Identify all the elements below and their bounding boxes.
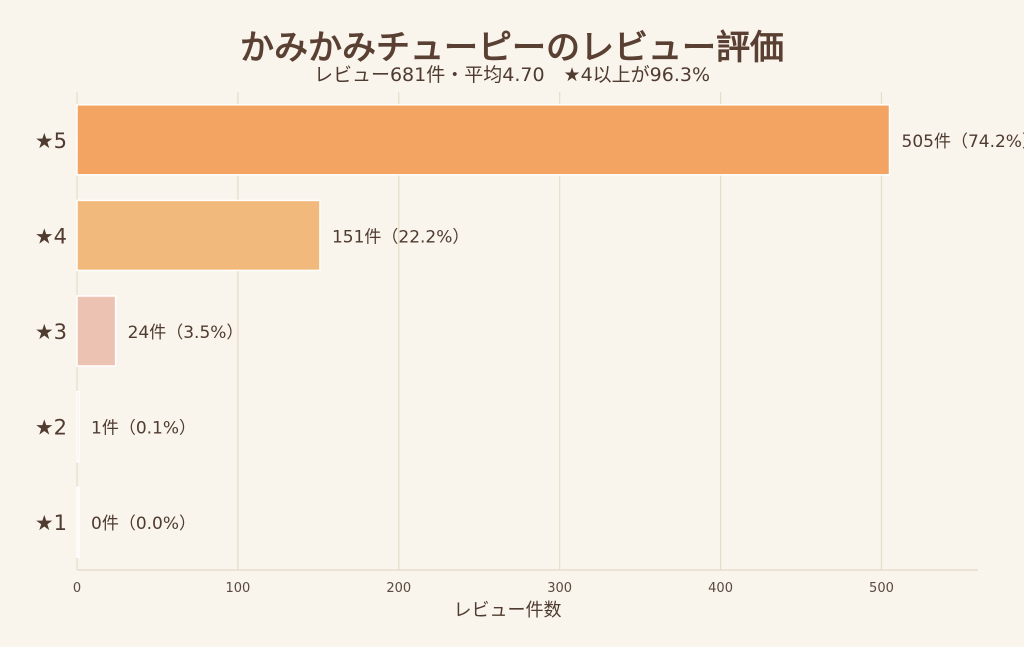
x-tick-label: 400 xyxy=(708,581,733,596)
bar-1-star xyxy=(76,486,80,558)
chart-title: かみかみチューピーのレビュー評価 xyxy=(240,28,784,68)
y-tick-label: ★2 xyxy=(35,416,67,440)
bar-labels: 505件（74.2%） 151件（22.2%） 24件（3.5%） 1件（0.1%） 0… xyxy=(91,132,1024,534)
data-label: 1件（0.1%） xyxy=(91,419,196,439)
bar-4-star xyxy=(76,199,321,272)
bar-3-star xyxy=(76,295,117,367)
x-tick-label: 0 xyxy=(73,581,81,596)
y-tick-label: ★5 xyxy=(35,129,67,153)
y-tick-label: ★1 xyxy=(35,511,67,535)
data-label: 505件（74.2%） xyxy=(902,132,1024,152)
bars xyxy=(76,104,891,558)
x-tick-label: 200 xyxy=(386,581,411,596)
y-tick-label: ★4 xyxy=(35,224,67,248)
y-tick-label: ★3 xyxy=(35,320,67,344)
x-tick-label: 300 xyxy=(547,581,572,596)
data-label: 0件（0.0%） xyxy=(91,514,196,534)
x-axis-label: レビュー件数 xyxy=(454,600,562,621)
x-tick-label: 500 xyxy=(869,581,894,596)
axes: 0 100 200 300 400 500 レビュー件数 ★5 ★4 ★3 ★2 ★1 xyxy=(35,129,978,621)
data-label: 151件（22.2%） xyxy=(332,227,469,247)
chart-subtitle: レビュー681件・平均4.70 ★4以上が96.3% xyxy=(313,64,711,86)
bar-2-star xyxy=(76,390,80,463)
data-label: 24件（3.5%） xyxy=(128,323,244,343)
bar-5-star xyxy=(76,104,891,176)
x-tick-label: 100 xyxy=(225,581,250,596)
